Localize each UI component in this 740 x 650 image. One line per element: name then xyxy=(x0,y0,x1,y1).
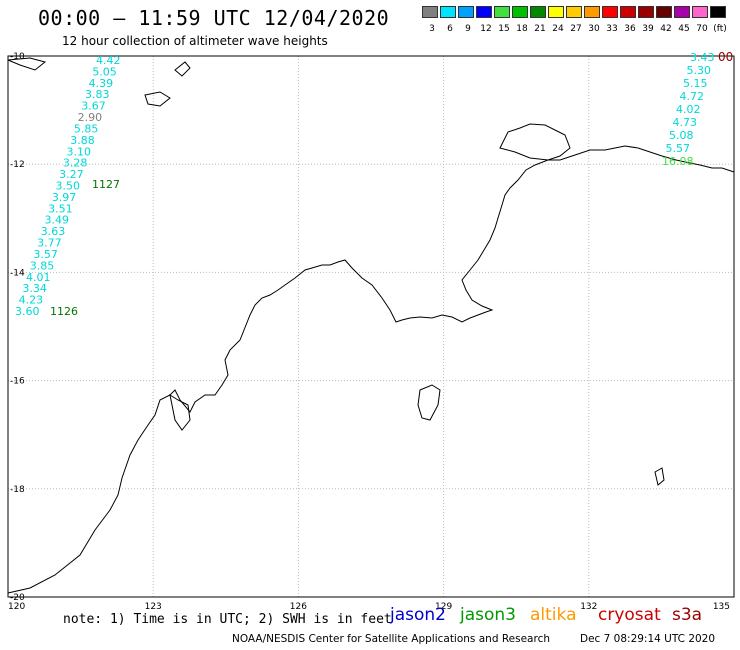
legend-label: 6 xyxy=(447,24,453,34)
latitude-tick-label: -12 xyxy=(10,160,25,170)
track-wave-value: 5.85 xyxy=(74,122,99,135)
legend-label: 12 xyxy=(480,24,492,34)
track-wave-value: 4.02 xyxy=(676,103,701,116)
track-wave-value: 3.85 xyxy=(30,259,55,272)
track-wave-value: 4.01 xyxy=(26,271,51,284)
longitude-tick-label: 123 xyxy=(145,602,162,612)
track-pass-label: 1126 xyxy=(50,305,78,318)
track-wave-value: 3.34 xyxy=(22,282,47,295)
track-wave-value: 3.28 xyxy=(63,157,87,170)
track-wave-value: 4.73 xyxy=(673,116,698,129)
track-wave-value: 5.15 xyxy=(683,77,708,90)
legend-label: 33 xyxy=(606,24,618,34)
track-wave-value: 4.72 xyxy=(680,90,705,103)
track-pass-label: 00 xyxy=(718,50,733,64)
satellite-name: cryosat xyxy=(598,605,661,625)
track-wave-value: 3.51 xyxy=(48,202,73,215)
track-wave-value: 5.08 xyxy=(669,129,694,142)
latitude-tick-label: -16 xyxy=(10,377,25,387)
legend-swatch xyxy=(476,6,492,18)
legend-label: 3 xyxy=(429,24,435,34)
credit-date: Dec 7 08:29:14 UTC 2020 xyxy=(580,633,716,645)
longitude-tick-label: 126 xyxy=(290,602,307,612)
satellite-name: jason2 xyxy=(390,605,446,625)
satellite-name: altika xyxy=(530,605,577,625)
track-wave-value: 3.97 xyxy=(52,191,76,204)
longitude-tick-label: 120 xyxy=(8,602,25,612)
credit-text: NOAA/NESDIS Center for Satellite Applica… xyxy=(232,633,550,645)
legend-swatch xyxy=(692,6,708,18)
track-wave-value: 3.50 xyxy=(56,180,81,193)
satellite-name: s3a xyxy=(672,605,703,625)
legend-label: 45 xyxy=(678,24,690,34)
longitude-tick-label: 129 xyxy=(435,602,452,612)
track-wave-value: 3.49 xyxy=(44,214,69,227)
legend-label: 36 xyxy=(624,24,636,34)
track-wave-value: 5.30 xyxy=(687,64,712,77)
track-wave-value: 4.42 xyxy=(96,54,121,67)
track-wave-value: 3.67 xyxy=(81,100,106,113)
track-pass-label: 1127 xyxy=(92,178,120,191)
latitude-tick-label: -20 xyxy=(10,593,25,603)
map-tick-labels: 120 123 126 129 132 135 -10 -12 -14 -16 -18 -20 xyxy=(8,52,730,612)
legend-swatch xyxy=(512,6,528,18)
legend-swatch xyxy=(584,6,600,18)
legend-label: 30 xyxy=(588,24,600,34)
legend-label: 42 xyxy=(660,24,672,34)
legend-swatch xyxy=(530,6,546,18)
legend-label: 21 xyxy=(534,24,546,34)
track-wave-value: 5.05 xyxy=(92,65,117,78)
legend-label: 27 xyxy=(570,24,582,34)
legend-swatch xyxy=(440,6,456,18)
track-wave-value: 3.77 xyxy=(37,237,62,250)
track-wave-value: 4.39 xyxy=(89,77,114,90)
legend-swatch xyxy=(548,6,564,18)
map-gridlines xyxy=(7,55,735,598)
legend-label: 39 xyxy=(642,24,654,34)
legend-swatch xyxy=(458,6,474,18)
track-wave-value: 2.90 xyxy=(78,111,103,124)
latitude-tick-label: -10 xyxy=(10,52,25,62)
legend-label: 9 xyxy=(465,24,471,34)
page-title: 00:00 – 11:59 UTC 12/04/2020 xyxy=(38,6,390,30)
legend-swatch xyxy=(566,6,582,18)
track-wave-value: 3.63 xyxy=(41,225,66,238)
legend-swatch xyxy=(638,6,654,18)
footer-note: note: 1) Time is in UTC; 2) SWH is in fe… xyxy=(63,612,392,627)
satellite-name: jason3 xyxy=(460,605,516,625)
legend-label: 18 xyxy=(516,24,528,34)
legend-swatch xyxy=(656,6,672,18)
track-wave-value: 3.83 xyxy=(85,88,110,101)
legend-label: 24 xyxy=(552,24,564,34)
legend-swatch xyxy=(674,6,690,18)
map-frame xyxy=(7,55,735,598)
track-wave-value: 3.88 xyxy=(70,134,95,147)
track-wave-value: 5.57 xyxy=(666,142,691,155)
legend-unit: (ft) xyxy=(713,24,727,34)
track-wave-value: 4.23 xyxy=(19,294,43,307)
latitude-tick-label: -18 xyxy=(10,485,25,495)
track-wave-value: 3.60 xyxy=(15,305,40,318)
legend-swatch xyxy=(494,6,510,18)
legend-swatch xyxy=(620,6,636,18)
track-wave-value: 3.43 xyxy=(690,51,715,64)
longitude-tick-label: 132 xyxy=(580,602,597,612)
longitude-tick-label: 135 xyxy=(713,602,730,612)
track-wave-value: 3.27 xyxy=(59,168,84,181)
legend-swatch xyxy=(710,6,726,18)
legend-label: 15 xyxy=(498,24,510,34)
legend-swatch xyxy=(422,6,438,18)
altimeter-tracks: 4.425.054.393.833.672.905.853.883.103.28… xyxy=(15,50,733,318)
page-subtitle: 12 hour collection of altimeter wave hei… xyxy=(62,34,328,48)
track-wave-value: 16.08 xyxy=(662,155,694,168)
legend-label: 70 xyxy=(696,24,708,34)
coastline xyxy=(7,57,735,594)
legend-swatch xyxy=(602,6,618,18)
track-wave-value: 3.57 xyxy=(33,248,58,261)
latitude-tick-label: -14 xyxy=(10,268,25,278)
track-wave-value: 3.10 xyxy=(67,145,92,158)
